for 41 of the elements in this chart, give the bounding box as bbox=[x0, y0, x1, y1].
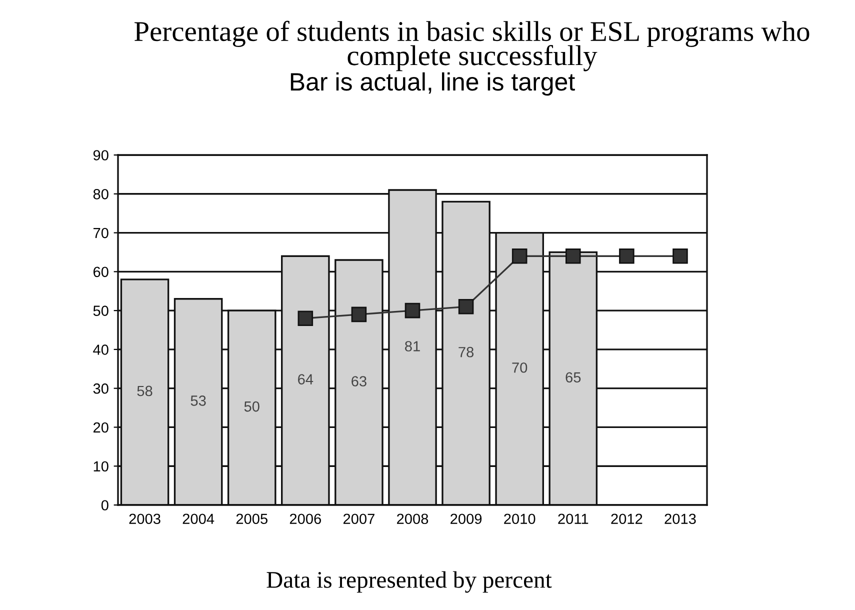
data-label: 63 bbox=[352, 376, 366, 386]
point bbox=[404, 302, 420, 318]
data-label: 64 bbox=[298, 374, 314, 384]
x-tick-label: 2011 bbox=[558, 514, 588, 524]
y-tick-label: 60 bbox=[93, 266, 108, 278]
data-label: 81 bbox=[405, 341, 420, 352]
y-tick-label: 40 bbox=[93, 344, 108, 355]
x-tick-label: 2006 bbox=[290, 514, 321, 524]
data-label: 78 bbox=[458, 346, 474, 358]
y-tick-label: 0 bbox=[101, 500, 108, 510]
y-tick-label: 10 bbox=[94, 461, 108, 472]
point bbox=[672, 248, 688, 264]
data-label: 58 bbox=[137, 386, 152, 396]
x-tick-label: 2009 bbox=[450, 514, 482, 524]
point bbox=[351, 306, 367, 322]
y-tick-label: 80 bbox=[93, 188, 108, 200]
y-tick-label: 70 bbox=[94, 228, 108, 238]
y-tick-label: 20 bbox=[93, 422, 108, 433]
point bbox=[619, 248, 634, 264]
point bbox=[512, 248, 528, 264]
y-tick-label: 90 bbox=[93, 150, 108, 160]
data-label: 53 bbox=[190, 396, 206, 406]
point bbox=[565, 248, 581, 264]
x-tick-label: 2005 bbox=[236, 514, 268, 524]
point bbox=[298, 310, 314, 326]
data-label: 65 bbox=[566, 372, 581, 383]
x-tick-label: 2003 bbox=[129, 514, 160, 524]
data-label: 70 bbox=[512, 362, 528, 373]
point bbox=[458, 299, 474, 314]
y-tick-label: 30 bbox=[93, 383, 108, 394]
chart-title: Percentage of students in basic skills or ESL programs who complete successfully bbox=[134, 20, 810, 72]
data-label: 50 bbox=[244, 401, 260, 412]
x-tick-label: 2008 bbox=[397, 514, 428, 524]
x-tick-label: 2013 bbox=[664, 514, 696, 524]
x-tick-label: 2007 bbox=[343, 514, 374, 524]
text: Data is represented by percent bbox=[266, 571, 552, 593]
x-tick-label: 2010 bbox=[504, 514, 536, 524]
y-tick-label: 50 bbox=[93, 306, 108, 316]
x-tick-label: 2012 bbox=[611, 514, 642, 524]
chart-subtitle: Bar is actual, line is target bbox=[290, 72, 575, 96]
x-tick-label: 2004 bbox=[182, 514, 214, 524]
